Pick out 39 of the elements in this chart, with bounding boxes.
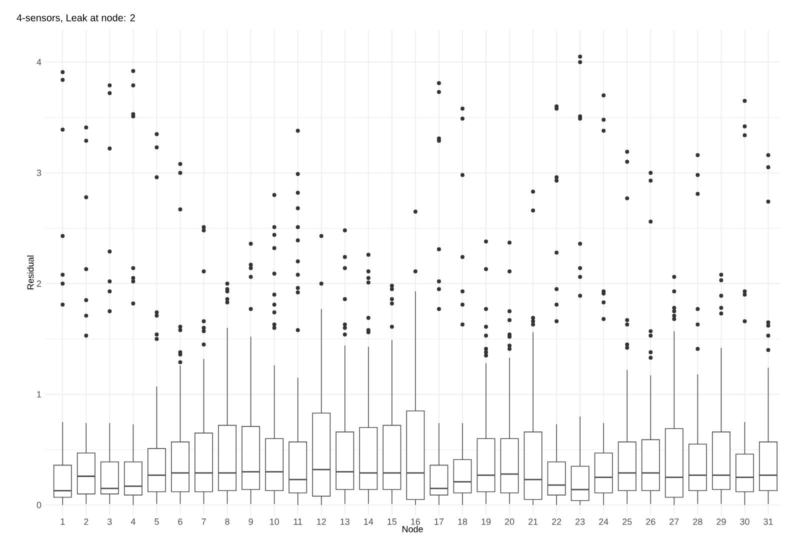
x-tick-label: 2 — [84, 518, 88, 525]
x-tick-label: 24 — [599, 518, 608, 525]
x-tick-label: 22 — [552, 518, 562, 525]
x-tick-label: 9 — [248, 518, 253, 525]
x-tick-label: 26 — [646, 518, 656, 525]
x-tick-label: 15 — [388, 518, 397, 525]
x-tick-label: 31 — [764, 518, 773, 525]
x-tick-label: 6 — [178, 518, 182, 525]
x-tick-label: 14 — [364, 518, 374, 525]
x-tick-label: 4 — [130, 518, 136, 525]
x-tick-label: 10 — [270, 518, 279, 525]
x-tick-label: 28 — [693, 518, 702, 525]
x-tick-label: 19 — [482, 518, 491, 525]
y-tick-label: 4 — [36, 59, 42, 66]
x-tick-label: 12 — [317, 518, 326, 525]
x-tick-label: 20 — [504, 518, 514, 525]
x-tick-label: 13 — [340, 518, 350, 525]
x-tick-label: 1 — [60, 518, 65, 525]
x-axis-title: Node — [402, 526, 423, 532]
x-tick-label: 29 — [716, 518, 726, 525]
y-tick-label: 2 — [36, 280, 42, 287]
y-tick-label: 1 — [37, 391, 42, 398]
x-tick-label: 21 — [528, 518, 538, 525]
x-tick-label: 25 — [622, 518, 632, 525]
x-tick-label: 30 — [740, 518, 750, 525]
x-tick-label: 5 — [154, 518, 159, 525]
y-tick-label: 3 — [36, 170, 42, 176]
chart-title: 4-sensors, Leak at node: 2 — [16, 14, 135, 23]
x-tick-label: 3 — [108, 518, 112, 525]
x-tick-label: 17 — [434, 518, 444, 525]
x-tick-label: 11 — [294, 518, 302, 525]
x-tick-label: 18 — [458, 518, 468, 525]
x-tick-label: 16 — [411, 518, 420, 525]
x-tick-label: 23 — [576, 518, 585, 525]
y-tick-label: 0 — [36, 502, 42, 508]
y-axis-title: Residual — [27, 256, 34, 290]
x-tick-label: 8 — [225, 518, 230, 525]
x-tick-label: 27 — [670, 518, 679, 525]
x-tick-label: 7 — [202, 518, 206, 525]
